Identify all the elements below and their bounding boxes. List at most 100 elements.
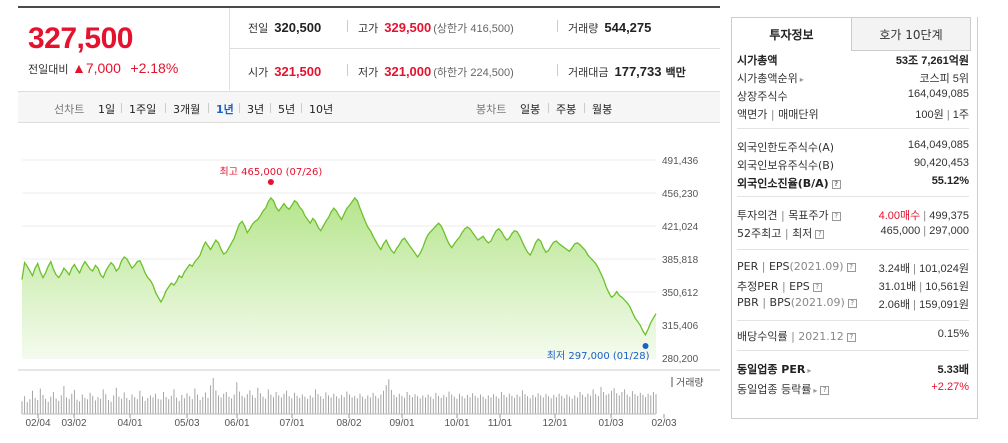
y-tick-label: 350,612: [662, 288, 699, 299]
y-tick-label: 385,818: [662, 255, 699, 266]
current-price: 327,500: [28, 22, 133, 55]
period-1w[interactable]: 1주일: [129, 103, 157, 116]
info-label: PER | EPS(2021.09)?: [737, 260, 856, 273]
y-tick-label: 491,436: [662, 156, 699, 167]
period-3m[interactable]: 3개월: [173, 103, 201, 116]
info-value: 53조 7,261억원: [895, 55, 969, 67]
x-tick-label: 07/01: [279, 418, 304, 429]
up-triangle-icon: ▲: [71, 60, 86, 76]
y-tick-label: 456,230: [662, 189, 699, 200]
arrow-right-icon[interactable]: ▸: [813, 386, 818, 395]
change-rate: +2.18%: [130, 60, 179, 76]
x-tick-label: 01/03: [598, 418, 623, 429]
info-value: 0.15%: [937, 328, 969, 340]
help-icon[interactable]: ?: [846, 262, 856, 272]
info-label: 시가총액순위 ▸: [737, 72, 804, 85]
info-value: 2.06배 | 159,091원: [878, 299, 969, 311]
info-label: 시가총액: [737, 54, 778, 67]
y-tick-label: 315,406: [662, 321, 699, 332]
x-tick-label: 04/01: [117, 418, 142, 429]
help-icon[interactable]: ?: [812, 282, 822, 292]
info-value: 3.24배 | 101,024원: [878, 263, 969, 275]
high-marker: [267, 179, 274, 185]
y-tick-label: 421,024: [662, 222, 699, 233]
info-value: 5.33배: [937, 364, 969, 376]
high-annotation: 최고 465,000 (07/26): [220, 166, 323, 178]
help-icon[interactable]: ?: [846, 332, 856, 342]
info-value: 100원 | 1주: [915, 109, 969, 121]
help-icon[interactable]: ?: [820, 385, 830, 395]
stat-volume: 거래량 544,275: [568, 20, 652, 35]
info-value: 164,049,085: [907, 88, 969, 100]
info-label: 외국인한도주식수(A): [737, 141, 835, 154]
panel-divider: [737, 196, 969, 197]
x-tick-label: 02/03: [651, 418, 676, 429]
info-label: 52주최고 | 최저?: [737, 225, 825, 241]
investment-info-panel: [731, 17, 978, 419]
candle-chart-label: 봉차트: [476, 103, 507, 116]
panel-divider: [737, 320, 969, 321]
change-amount: 7,000: [85, 60, 121, 76]
price-stats: 전일 320,500 고가 329,500 (상한가 416,500) 거래량 544,…: [230, 8, 720, 90]
help-icon[interactable]: ?: [847, 298, 857, 308]
help-icon[interactable]: ?: [831, 179, 841, 189]
panel-divider: [737, 249, 969, 250]
info-value: 465,000 | 297,000: [880, 225, 969, 237]
period-1d[interactable]: 1일: [98, 103, 116, 116]
candle-monthly[interactable]: 월봉: [592, 103, 613, 116]
line-chart-label: 선차트: [54, 103, 85, 116]
period-3y[interactable]: 3년: [247, 103, 265, 116]
info-value: 4.00매수 | 499,375: [878, 210, 969, 222]
help-icon[interactable]: ?: [831, 211, 841, 221]
info-label: 외국인보유주식수(B): [737, 159, 835, 172]
candle-weekly[interactable]: 주봉: [556, 103, 577, 116]
price-line: [21, 196, 657, 337]
arrow-right-icon[interactable]: ▸: [807, 366, 812, 375]
x-tick-label: 03/02: [61, 418, 86, 429]
info-label: 상장주식수: [737, 90, 788, 103]
panel-divider: [737, 350, 969, 351]
candle-daily[interactable]: 일봉: [520, 103, 541, 116]
period-1y[interactable]: 1년: [216, 103, 234, 116]
info-label: 동일업종 PER ▸: [737, 363, 812, 376]
x-tick-label: 11/01: [488, 418, 513, 429]
info-label: 추정PER | EPS?: [737, 278, 822, 294]
tab-investment-info[interactable]: 투자정보: [731, 17, 852, 51]
x-tick-label: 08/02: [336, 418, 361, 429]
price-area: [22, 197, 656, 358]
info-label: 외국인소진율(B/A)?: [737, 175, 841, 191]
x-tick-label: 12/01: [542, 418, 567, 429]
info-value: 164,049,085: [907, 139, 969, 151]
stat-amount: 거래대금 177,733 백만: [568, 64, 686, 79]
info-value: +2.27%: [931, 381, 969, 393]
info-label: 투자의견 | 목표주가?: [737, 207, 841, 223]
info-value: 90,420,453: [913, 157, 969, 169]
y-tick-label: 280,200: [662, 354, 699, 365]
period-10y[interactable]: 10년: [309, 103, 334, 116]
help-icon[interactable]: ?: [815, 229, 825, 239]
tab-order-book[interactable]: 호가 10단계: [851, 17, 971, 51]
info-value: 코스피 5위: [919, 73, 969, 85]
x-tick-label: 09/01: [389, 418, 414, 429]
panel-divider: [737, 128, 969, 129]
arrow-right-icon[interactable]: ▸: [799, 75, 804, 84]
stat-prev-close: 전일 320,500: [248, 20, 322, 35]
info-value: 55.12%: [931, 175, 969, 187]
change-label: 전일대비: [28, 63, 69, 76]
current-price-box: 327,500 전일대비 ▲7,000 +2.18%: [18, 8, 230, 90]
low-marker: [642, 343, 649, 349]
info-value: 31.01배 | 10,561원: [878, 281, 969, 293]
volume-label: 거래량: [676, 377, 704, 389]
period-5y[interactable]: 5년: [278, 103, 296, 116]
price-change: 전일대비 ▲7,000 +2.18%: [28, 60, 178, 77]
chart-toolbar: 선차트 1일 1주일 3개월 1년 3년 5년 10년 봉차트 일봉 주봉 월봉: [18, 91, 720, 123]
stat-low: 저가 321,000 (하한가 224,500): [358, 64, 514, 79]
stat-high: 고가 329,500 (상한가 416,500): [358, 20, 514, 35]
price-chart: 491,436 456,230 421,024 385,818 350,612 315,4…: [18, 156, 720, 429]
top-border: [18, 6, 720, 8]
stat-open: 시가 321,500: [248, 64, 322, 79]
info-label: PBR | BPS(2021.09)?: [737, 296, 857, 309]
info-label: 액면가 | 매매단위: [737, 108, 819, 121]
x-tick-label: 05/03: [174, 418, 199, 429]
x-tick-label: 02/04: [25, 418, 50, 429]
